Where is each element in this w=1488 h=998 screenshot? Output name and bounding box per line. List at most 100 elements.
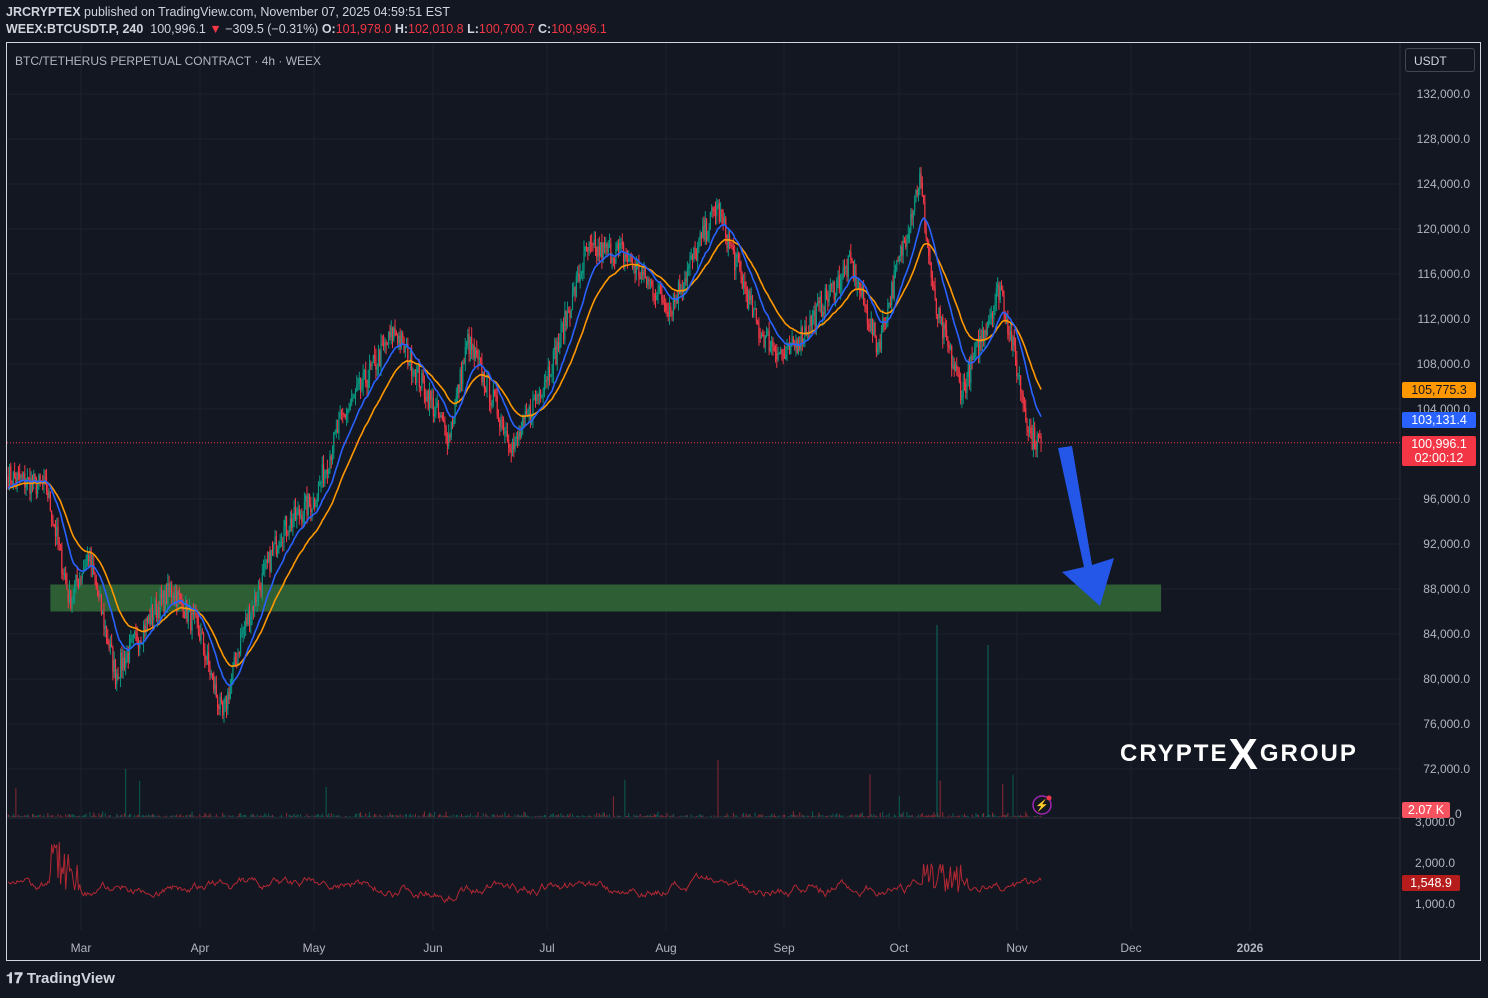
candle-body	[95, 580, 97, 589]
candle-body	[999, 286, 1001, 300]
candle-body	[699, 233, 701, 241]
candle-body	[557, 341, 560, 349]
candle-body	[225, 696, 228, 709]
candle-body	[223, 703, 225, 716]
candle-body	[451, 422, 454, 425]
volume-bar	[209, 813, 211, 817]
candle-body	[246, 617, 248, 624]
candle-body	[907, 234, 909, 239]
volume-bar	[1013, 815, 1015, 817]
currency-selector[interactable]: USDT	[1405, 48, 1475, 72]
candle-body	[289, 518, 291, 532]
candle-body	[279, 542, 281, 547]
volume-bar	[180, 814, 182, 817]
candle-body	[1003, 294, 1005, 314]
candle-body	[348, 407, 350, 410]
volume-bar	[414, 813, 416, 817]
candle-body	[517, 436, 519, 440]
x-tick-label: Jun	[423, 941, 442, 955]
volume-bar	[573, 816, 575, 817]
candle-body	[287, 534, 289, 535]
candle-body	[1028, 427, 1031, 432]
last-price: 100,996.1	[150, 22, 206, 36]
candle-body	[639, 276, 641, 280]
volume-bar	[429, 812, 431, 817]
volume-bar	[316, 814, 318, 817]
candle-body	[245, 617, 247, 628]
candle-body	[439, 415, 441, 418]
candle-body	[38, 475, 40, 485]
candle-body	[409, 350, 411, 364]
candle-body	[114, 659, 117, 684]
candle-body	[917, 189, 920, 195]
volume-bar	[524, 812, 526, 817]
volume-bar	[450, 815, 452, 817]
volume-bar	[771, 813, 773, 817]
volume-bar	[380, 815, 382, 817]
candle-body	[556, 341, 558, 365]
candle-body	[402, 333, 404, 338]
candle-body	[248, 610, 251, 626]
lightning-glyph: ⚡	[1035, 799, 1049, 812]
candle-body	[462, 362, 464, 385]
volume-bar	[39, 814, 41, 817]
author[interactable]: JRCRYPTEX	[6, 5, 81, 19]
candle-body	[398, 335, 400, 344]
volume-bar	[732, 812, 734, 817]
candle-body	[983, 330, 985, 342]
candle-body	[923, 195, 925, 202]
volume-bar	[224, 815, 226, 817]
volume-bar	[559, 816, 561, 817]
volume-bar	[549, 815, 551, 817]
candle-body	[725, 217, 727, 238]
volume-bar	[445, 811, 447, 817]
candle-body	[979, 335, 981, 357]
candle-body	[268, 551, 270, 563]
volume-bar	[172, 814, 174, 817]
candle-body	[621, 242, 623, 246]
volume-bar	[317, 813, 319, 817]
candle-body	[393, 327, 395, 341]
volume-bar	[143, 815, 145, 817]
volume-bar	[149, 815, 151, 817]
candle-body	[600, 242, 602, 256]
volume-bar	[446, 816, 448, 817]
candle-body	[714, 210, 717, 216]
candle-body	[637, 263, 639, 265]
candle-body	[652, 284, 654, 296]
candle-body	[353, 395, 355, 397]
volume-bar	[496, 814, 498, 817]
volume-bar	[669, 815, 671, 817]
candle-body	[458, 384, 460, 393]
candle-body	[580, 273, 583, 275]
candle-body	[440, 414, 442, 418]
tradingview-logo[interactable]: 𝟏𝟕 TradingView	[6, 970, 115, 987]
candle-body	[931, 277, 934, 285]
candle-body	[758, 323, 760, 338]
candle-body	[534, 398, 537, 401]
candle-body	[211, 673, 214, 676]
volume-bar	[883, 815, 885, 817]
candle-body	[283, 526, 285, 543]
volume-bar	[98, 813, 100, 817]
volume-bar	[323, 816, 325, 817]
volume-bar	[439, 813, 441, 817]
candle-body	[974, 347, 976, 359]
candle-body	[765, 331, 768, 336]
volume-bar	[711, 815, 713, 817]
candle-body	[648, 279, 650, 282]
volume-bar	[349, 816, 351, 817]
volume-bar	[109, 815, 111, 817]
volume-bar	[957, 816, 959, 817]
volume-bar	[962, 816, 964, 817]
candle-body	[298, 508, 300, 517]
candle-body	[995, 288, 997, 302]
candle-body	[914, 202, 916, 211]
candle-body	[635, 263, 637, 274]
candle-body	[430, 391, 432, 400]
candle-body	[505, 431, 507, 432]
candle-body	[15, 477, 17, 483]
candle-body	[1005, 319, 1008, 321]
candle-body	[75, 574, 77, 585]
